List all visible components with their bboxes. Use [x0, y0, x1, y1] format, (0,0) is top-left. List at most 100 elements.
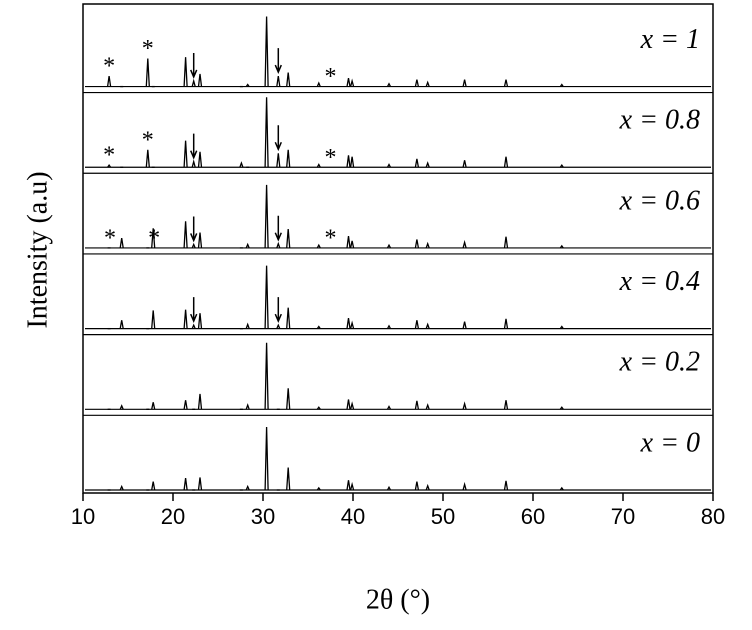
peak — [286, 149, 291, 168]
arrow — [274, 48, 282, 74]
peak — [151, 310, 156, 329]
peak — [183, 309, 188, 329]
peak — [151, 481, 156, 491]
peak — [346, 480, 351, 491]
peak — [559, 83, 564, 87]
peak — [286, 228, 291, 248]
peak — [316, 325, 321, 330]
peak — [559, 406, 564, 410]
peak — [316, 486, 321, 491]
peak — [349, 401, 355, 410]
peak — [414, 79, 420, 87]
peak — [119, 484, 124, 491]
peak — [346, 155, 351, 168]
peak — [316, 81, 321, 87]
peak — [349, 481, 355, 491]
peak — [425, 322, 430, 329]
peak — [559, 244, 564, 249]
series-label: x = 0.4 — [619, 266, 700, 297]
peak — [414, 320, 420, 329]
peak — [286, 307, 291, 329]
peak — [264, 342, 269, 410]
peak — [462, 481, 467, 491]
peak — [503, 480, 509, 491]
peak — [349, 240, 355, 249]
peak — [286, 72, 291, 87]
peak — [245, 403, 250, 410]
peak — [349, 320, 355, 329]
peak — [386, 485, 392, 491]
peak — [276, 241, 281, 249]
peak — [183, 140, 188, 168]
peak — [151, 402, 156, 410]
arrow — [274, 215, 282, 242]
peak — [245, 484, 250, 491]
peak — [191, 78, 196, 87]
peak — [386, 324, 392, 329]
peak — [197, 393, 203, 410]
arrow — [190, 133, 198, 160]
peak — [414, 400, 420, 410]
y-axis-label: Intensity (a.u) — [22, 171, 53, 328]
peak — [349, 156, 355, 168]
peak — [286, 467, 291, 491]
arrow — [190, 52, 198, 79]
x-tick-label: 60 — [521, 504, 545, 529]
peak — [197, 232, 203, 249]
peak — [197, 313, 203, 329]
peak — [414, 158, 420, 168]
peak — [316, 163, 321, 168]
peak — [559, 325, 564, 330]
peak — [414, 481, 420, 491]
peak — [346, 399, 351, 410]
peak — [503, 156, 509, 168]
x-tick-label: 10 — [71, 504, 95, 529]
peak — [264, 97, 269, 168]
peak — [462, 401, 467, 410]
peak — [425, 403, 430, 410]
peak — [183, 221, 188, 248]
peak — [119, 238, 124, 249]
peak — [276, 323, 281, 329]
peak — [106, 75, 112, 87]
star-marker: * — [104, 225, 116, 251]
peak — [183, 57, 188, 87]
peak — [346, 78, 351, 87]
peak — [503, 318, 509, 329]
peak — [316, 243, 321, 249]
x-axis-label: 2θ (°) — [366, 584, 430, 615]
peak — [349, 78, 355, 87]
peak — [191, 159, 196, 168]
peak — [264, 426, 269, 491]
peak — [276, 153, 281, 168]
arrow — [274, 297, 282, 324]
peak — [264, 265, 269, 329]
peak — [245, 83, 250, 87]
peak — [425, 483, 430, 491]
peak — [119, 320, 124, 329]
peak — [145, 58, 150, 87]
peak — [191, 323, 196, 329]
peak — [462, 321, 467, 329]
peak — [245, 242, 250, 249]
peak — [316, 406, 321, 410]
peak — [197, 73, 203, 87]
star-marker: * — [148, 225, 160, 251]
peak — [386, 82, 392, 87]
peak — [145, 149, 150, 168]
star-marker: * — [325, 64, 337, 90]
peak — [245, 322, 250, 329]
x-tick-label: 80 — [701, 504, 725, 529]
peak — [386, 243, 392, 249]
peak — [462, 160, 467, 168]
peak — [346, 235, 351, 249]
arrow — [274, 125, 282, 152]
x-tick-label: 20 — [161, 504, 185, 529]
series-label: x = 0.2 — [619, 347, 700, 378]
peak — [151, 228, 156, 248]
peak — [197, 151, 203, 168]
x-tick-label: 30 — [251, 504, 275, 529]
x-tick-label: 40 — [341, 504, 365, 529]
peak — [559, 164, 564, 168]
